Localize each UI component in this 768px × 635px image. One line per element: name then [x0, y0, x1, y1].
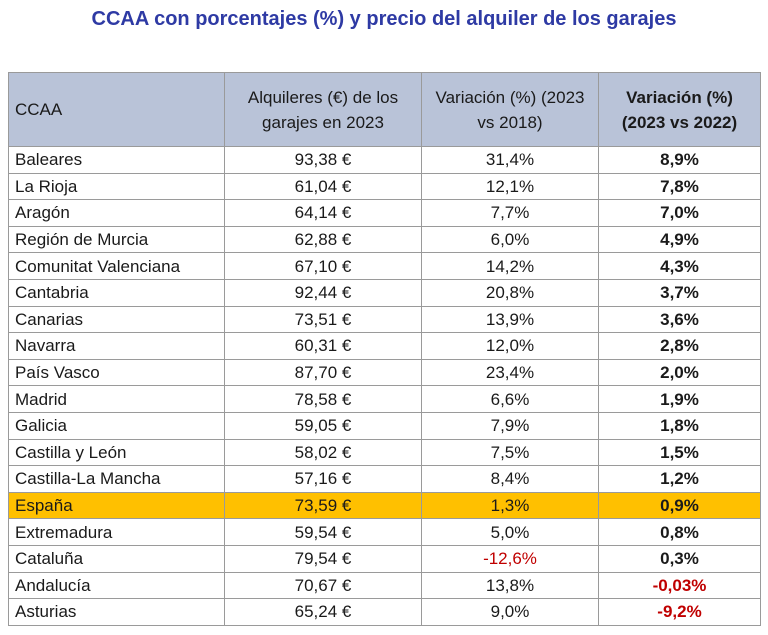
- table-row: Extremadura 59,54 €5,0% 0,8%: [8, 518, 761, 546]
- cell-variation-2018: 6,0%: [421, 225, 599, 254]
- table-row: Castilla-La Mancha 57,16 €8,4% 1,2%: [8, 465, 761, 493]
- cell-rent: 70,67 €: [224, 571, 422, 600]
- table-row: España 73,59 €1,3% 0,9%: [8, 491, 761, 520]
- cell-variation-2018: 7,5%: [421, 438, 599, 467]
- table-row: Baleares 93,38 €31,4% 8,9%: [8, 146, 761, 174]
- cell-rent: 73,59 €: [224, 491, 422, 520]
- cell-variation-2018: 20,8%: [421, 278, 599, 307]
- cell-ccaa: Castilla-La Mancha: [8, 465, 225, 493]
- table-row: Región de Murcia 62,88 €6,0% 4,9%: [8, 225, 761, 254]
- cell-rent: 64,14 €: [224, 199, 422, 227]
- column-header-rent: Alquileres (€) de los garajes en 2023: [224, 72, 422, 147]
- cell-rent: 87,70 €: [224, 358, 422, 387]
- page-title: CCAA con porcentajes (%) y precio del al…: [91, 8, 677, 30]
- cell-variation-2018: 13,9%: [421, 305, 599, 334]
- cell-variation-2022: 8,9%: [598, 146, 761, 174]
- cell-rent: 59,05 €: [224, 411, 422, 440]
- cell-ccaa: Región de Murcia: [8, 225, 225, 254]
- table-row: Asturias 65,24 €9,0% -9,2%: [8, 598, 761, 626]
- cell-ccaa: Castilla y León: [8, 438, 225, 467]
- cell-variation-2018: -12,6%: [421, 544, 599, 573]
- cell-ccaa: Cataluña: [8, 544, 225, 573]
- cell-variation-2018: 14,2%: [421, 252, 599, 280]
- cell-variation-2018: 8,4%: [421, 465, 599, 493]
- cell-ccaa: Navarra: [8, 332, 225, 360]
- table-row: Galicia 59,05 €7,9% 1,8%: [8, 411, 761, 440]
- table-header: CCAA Alquileres (€) de los garajes en 20…: [8, 72, 761, 147]
- cell-variation-2018: 7,7%: [421, 199, 599, 227]
- cell-ccaa: País Vasco: [8, 358, 225, 387]
- table-row: Comunitat Valenciana 67,10 €14,2% 4,3%: [8, 252, 761, 280]
- cell-ccaa: Aragón: [8, 199, 225, 227]
- table-body: Baleares 93,38 €31,4% 8,9% La Rioja 61,04 €1…: [8, 146, 761, 626]
- cell-rent: 59,54 €: [224, 518, 422, 546]
- cell-ccaa: Comunitat Valenciana: [8, 252, 225, 280]
- cell-ccaa: Madrid: [8, 385, 225, 413]
- cell-variation-2022: 7,0%: [598, 199, 761, 227]
- cell-variation-2022: 0,9%: [598, 491, 761, 520]
- cell-variation-2018: 1,3%: [421, 491, 599, 520]
- cell-rent: 67,10 €: [224, 252, 422, 280]
- cell-rent: 73,51 €: [224, 305, 422, 334]
- cell-rent: 61,04 €: [224, 172, 422, 201]
- cell-variation-2022: 3,6%: [598, 305, 761, 334]
- cell-rent: 57,16 €: [224, 465, 422, 493]
- cell-rent: 92,44 €: [224, 278, 422, 307]
- cell-ccaa: Cantabria: [8, 278, 225, 307]
- cell-variation-2018: 12,1%: [421, 172, 599, 201]
- cell-variation-2018: 31,4%: [421, 146, 599, 174]
- table-row: La Rioja 61,04 €12,1% 7,8%: [8, 172, 761, 201]
- cell-variation-2022: 4,9%: [598, 225, 761, 254]
- table-row: Canarias 73,51 €13,9% 3,6%: [8, 305, 761, 334]
- cell-rent: 60,31 €: [224, 332, 422, 360]
- table-row: Cataluña 79,54 € -12,6% 0,3%: [8, 544, 761, 573]
- cell-variation-2018: 23,4%: [421, 358, 599, 387]
- header-row: CCAA Alquileres (€) de los garajes en 20…: [8, 72, 761, 147]
- cell-variation-2022: 1,5%: [598, 438, 761, 467]
- cell-rent: 79,54 €: [224, 544, 422, 573]
- cell-ccaa: Baleares: [8, 146, 225, 174]
- cell-variation-2018: 6,6%: [421, 385, 599, 413]
- column-header-variation-2022: Variación (%) (2023 vs 2022): [598, 72, 761, 147]
- cell-variation-2018: 13,8%: [421, 571, 599, 600]
- cell-ccaa: Asturias: [8, 598, 225, 626]
- cell-variation-2022: 2,0%: [598, 358, 761, 387]
- cell-variation-2022: -9,2%: [598, 598, 761, 626]
- cell-rent: 65,24 €: [224, 598, 422, 626]
- cell-variation-2022: 0,8%: [598, 518, 761, 546]
- cell-variation-2022: 0,3%: [598, 544, 761, 573]
- cell-ccaa: Extremadura: [8, 518, 225, 546]
- cell-variation-2018: 12,0%: [421, 332, 599, 360]
- cell-ccaa: Andalucía: [8, 571, 225, 600]
- cell-ccaa: Galicia: [8, 411, 225, 440]
- cell-ccaa: La Rioja: [8, 172, 225, 201]
- table-row: Navarra 60,31 €12,0% 2,8%: [8, 332, 761, 360]
- cell-variation-2022: 2,8%: [598, 332, 761, 360]
- table-row: Cantabria 92,44 €20,8% 3,7%: [8, 278, 761, 307]
- cell-rent: 93,38 €: [224, 146, 422, 174]
- cell-variation-2018: 5,0%: [421, 518, 599, 546]
- cell-rent: 62,88 €: [224, 225, 422, 254]
- cell-variation-2022: 3,7%: [598, 278, 761, 307]
- table-row: Aragón 64,14 €7,7% 7,0%: [8, 199, 761, 227]
- cell-ccaa: España: [8, 491, 225, 520]
- cell-variation-2022: 1,8%: [598, 411, 761, 440]
- column-header-variation-2018: Variación (%) (2023 vs 2018): [421, 72, 599, 147]
- cell-variation-2018: 7,9%: [421, 411, 599, 440]
- cell-variation-2022: -0,03%: [598, 571, 761, 600]
- cell-rent: 78,58 €: [224, 385, 422, 413]
- column-header-ccaa: CCAA: [8, 72, 225, 147]
- cell-variation-2022: 1,9%: [598, 385, 761, 413]
- ccaa-garage-rent-table: CCAA Alquileres (€) de los garajes en 20…: [8, 72, 761, 626]
- table-row: Andalucía 70,67 €13,8% -0,03%: [8, 571, 761, 600]
- cell-variation-2022: 4,3%: [598, 252, 761, 280]
- cell-ccaa: Canarias: [8, 305, 225, 334]
- table-row: Madrid 78,58 €6,6% 1,9%: [8, 385, 761, 413]
- cell-rent: 58,02 €: [224, 438, 422, 467]
- table-row: Castilla y León 58,02 €7,5% 1,5%: [8, 438, 761, 467]
- cell-variation-2018: 9,0%: [421, 598, 599, 626]
- table-row: País Vasco 87,70 €23,4% 2,0%: [8, 358, 761, 387]
- cell-variation-2022: 7,8%: [598, 172, 761, 201]
- cell-variation-2022: 1,2%: [598, 465, 761, 493]
